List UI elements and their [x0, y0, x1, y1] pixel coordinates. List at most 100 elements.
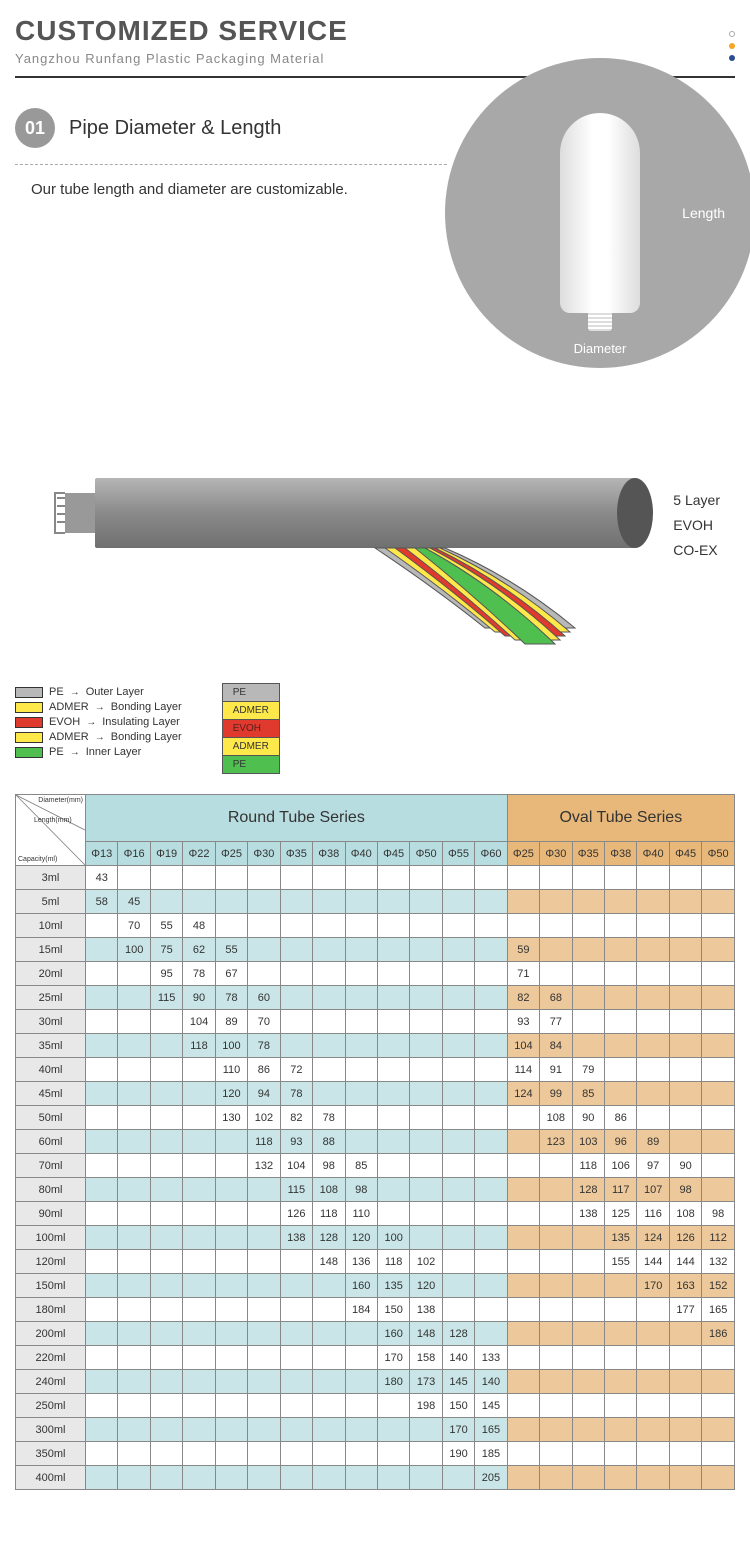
round-cell: [215, 1202, 247, 1226]
round-cell: [442, 1178, 474, 1202]
round-cell: 158: [410, 1346, 442, 1370]
round-cell: [118, 1130, 150, 1154]
round-cell: [345, 1370, 377, 1394]
oval-cell: [669, 962, 701, 986]
round-cell: [118, 1226, 150, 1250]
capacity-cell: 80ml: [16, 1178, 86, 1202]
round-cell: [410, 986, 442, 1010]
round-cell: [150, 890, 182, 914]
oval-cell: [540, 890, 572, 914]
round-cell: [442, 1106, 474, 1130]
oval-cell: [572, 1466, 604, 1490]
round-cell: [86, 1322, 118, 1346]
round-cell: [248, 1298, 280, 1322]
round-cell: [280, 1442, 312, 1466]
round-cell: 170: [442, 1418, 474, 1442]
round-cell: 184: [345, 1298, 377, 1322]
round-cell: 78: [183, 962, 215, 986]
round-cell: [280, 914, 312, 938]
round-cell: [118, 1010, 150, 1034]
round-cell: 78: [313, 1106, 345, 1130]
oval-cell: 128: [572, 1178, 604, 1202]
round-cell: 118: [377, 1250, 409, 1274]
round-cell: [86, 1370, 118, 1394]
round-cell: [475, 938, 507, 962]
round-cell: [345, 1346, 377, 1370]
oval-cell: [669, 938, 701, 962]
round-cell: [377, 938, 409, 962]
round-cell: [183, 890, 215, 914]
round-cell: [475, 1322, 507, 1346]
round-cell: [86, 1010, 118, 1034]
oval-cell: [702, 1178, 735, 1202]
oval-cell: 99: [540, 1082, 572, 1106]
legend-row: ADMER→Bonding Layer: [15, 701, 182, 713]
oval-cell: 124: [507, 1082, 539, 1106]
col-header: Φ13: [86, 842, 118, 866]
round-cell: [280, 1418, 312, 1442]
round-cell: [313, 1058, 345, 1082]
capacity-cell: 45ml: [16, 1082, 86, 1106]
oval-cell: 98: [669, 1178, 701, 1202]
col-header: Φ40: [345, 842, 377, 866]
legend-row: ADMER→Bonding Layer: [15, 731, 182, 743]
round-cell: [248, 866, 280, 890]
round-cell: [280, 890, 312, 914]
oval-cell: [637, 890, 669, 914]
oval-cell: [605, 1322, 637, 1346]
round-cell: [442, 914, 474, 938]
round-cell: [248, 1274, 280, 1298]
oval-cell: [637, 914, 669, 938]
oval-cell: [540, 1346, 572, 1370]
round-cell: [86, 1034, 118, 1058]
oval-cell: [605, 890, 637, 914]
oval-cell: [507, 1418, 539, 1442]
oval-cell: [702, 1154, 735, 1178]
round-cell: 104: [183, 1010, 215, 1034]
oval-cell: 163: [669, 1274, 701, 1298]
capacity-cell: 15ml: [16, 938, 86, 962]
oval-cell: [507, 1466, 539, 1490]
round-cell: [150, 1130, 182, 1154]
round-cell: [118, 986, 150, 1010]
round-cell: [345, 1466, 377, 1490]
table-row: 40ml11086721149179: [16, 1058, 735, 1082]
diagram-side-labels: 5 Layer EVOH CO-EX: [673, 488, 720, 564]
round-cell: 128: [313, 1226, 345, 1250]
round-cell: 95: [150, 962, 182, 986]
oval-cell: 144: [669, 1250, 701, 1274]
round-cell: [280, 1322, 312, 1346]
oval-cell: [605, 866, 637, 890]
round-cell: [118, 1250, 150, 1274]
round-cell: [410, 1034, 442, 1058]
round-cell: [248, 1346, 280, 1370]
round-cell: [118, 1370, 150, 1394]
round-cell: [345, 914, 377, 938]
round-cell: 89: [215, 1010, 247, 1034]
oval-cell: [637, 1082, 669, 1106]
round-cell: [280, 1250, 312, 1274]
oval-cell: [637, 962, 669, 986]
round-cell: [442, 866, 474, 890]
round-cell: [410, 1226, 442, 1250]
col-header: Φ25: [507, 842, 539, 866]
oval-cell: [669, 1418, 701, 1442]
round-cell: [183, 1322, 215, 1346]
round-cell: [248, 1466, 280, 1490]
round-cell: 90: [183, 986, 215, 1010]
oval-cell: 152: [702, 1274, 735, 1298]
page-title: CUSTOMIZED SERVICE: [15, 15, 735, 47]
capacity-cell: 10ml: [16, 914, 86, 938]
table-row: 60ml11893881231039689: [16, 1130, 735, 1154]
round-cell: [410, 1178, 442, 1202]
round-cell: 160: [377, 1322, 409, 1346]
table-row: 5ml5845: [16, 890, 735, 914]
table-row: 90ml12611811013812511610898: [16, 1202, 735, 1226]
oval-cell: [572, 1250, 604, 1274]
round-cell: [410, 1466, 442, 1490]
round-cell: [248, 914, 280, 938]
col-header: Φ25: [215, 842, 247, 866]
oval-cell: [605, 1082, 637, 1106]
round-cell: 86: [248, 1058, 280, 1082]
table-row: 120ml148136118102155144144132: [16, 1250, 735, 1274]
